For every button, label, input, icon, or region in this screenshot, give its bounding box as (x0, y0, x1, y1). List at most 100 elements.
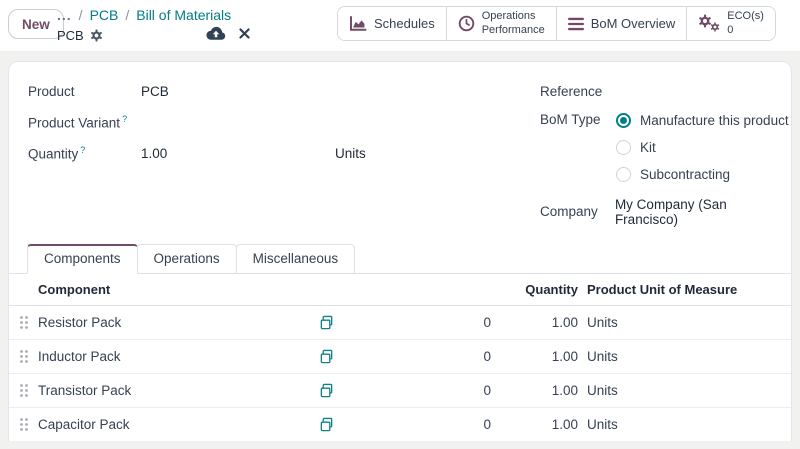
uom-column-header: Product Unit of Measure (587, 282, 738, 297)
reference-row: Reference (540, 76, 791, 107)
bom-overview-button[interactable]: BoM Overview (555, 7, 687, 40)
table-row: Capacitor Pack 0 1.00 Units (9, 408, 791, 441)
forecast-cell: 0 (483, 315, 491, 330)
radio-icon (616, 140, 631, 155)
label-line1: Operations (481, 10, 536, 23)
label-line2: Performance (481, 23, 545, 36)
breadcrumb-ellipsis[interactable]: ... (57, 6, 72, 23)
radio-label: Manufacture this product (640, 113, 789, 128)
company-field[interactable]: My Company (San Francisco) (614, 196, 727, 227)
product-field[interactable]: PCB (141, 84, 169, 99)
gears-icon (698, 14, 720, 33)
breadcrumb-link-pcb[interactable]: PCB (89, 6, 119, 23)
discard-x-icon[interactable] (239, 28, 250, 39)
drag-handle-icon[interactable] (9, 383, 38, 398)
component-name-cell[interactable]: Inductor Pack (38, 349, 121, 364)
quantity-label: Quantity? (28, 145, 141, 162)
product-row: Product PCB (28, 76, 366, 107)
breadcrumb-link-bom[interactable]: Bill of Materials (136, 6, 232, 23)
copy-icon[interactable] (319, 417, 339, 432)
copy-icon[interactable] (319, 349, 339, 364)
drag-handle-icon[interactable] (9, 349, 38, 364)
quantity-column-header: Quantity (525, 282, 578, 297)
save-cloud-icon[interactable] (206, 26, 226, 41)
quantity-cell[interactable]: 1.00 (551, 349, 578, 364)
smart-button-label: Operations Performance (482, 10, 545, 36)
smart-button-label: ECO(s) 0 (727, 10, 764, 36)
bom-type-label: BoM Type (540, 112, 601, 127)
smart-button-label: BoM Overview (590, 16, 676, 31)
radio-kit[interactable]: Kit (616, 134, 789, 161)
component-name-cell[interactable]: Capacitor Pack (38, 417, 130, 432)
uom-cell[interactable]: Units (587, 349, 618, 364)
tab-miscellaneous[interactable]: Miscellaneous (235, 244, 356, 274)
components-table-header: Component Quantity Product Unit of Measu… (9, 274, 791, 306)
smart-button-label: Schedules (374, 16, 435, 31)
forecast-cell: 0 (483, 417, 491, 432)
operations-performance-button[interactable]: Operations Performance (445, 7, 556, 40)
breadcrumb: ... / PCB / Bill of Materials PCB (57, 5, 231, 44)
tab-components[interactable]: Components (27, 244, 138, 274)
quantity-cell[interactable]: 1.00 (551, 315, 578, 330)
radio-manufacture[interactable]: Manufacture this product (616, 107, 789, 134)
radio-subcontracting[interactable]: Subcontracting (616, 161, 789, 188)
reference-label: Reference (540, 84, 603, 99)
quantity-cell[interactable]: 1.00 (551, 417, 578, 432)
record-title-row: PCB (57, 28, 231, 43)
table-row: Transistor Pack 0 1.00 Units (9, 374, 791, 408)
drag-handle-icon[interactable] (9, 417, 38, 432)
company-row: Company My Company (San Francisco) (540, 196, 791, 227)
product-label: Product (28, 84, 75, 99)
radio-label: Subcontracting (640, 167, 731, 182)
tab-operations[interactable]: Operations (136, 244, 237, 274)
new-button[interactable]: New (8, 9, 64, 39)
breadcrumb-separator: / (125, 6, 130, 23)
quantity-cell[interactable]: 1.00 (551, 383, 578, 398)
radio-icon (616, 113, 631, 128)
label-text: Product Variant (28, 115, 121, 131)
component-column-header: Component (38, 282, 111, 297)
bom-form: Product PCB Product Variant? Quantity? (9, 62, 791, 244)
quantity-field[interactable]: 1.00 (141, 146, 168, 161)
radio-icon (616, 167, 631, 182)
quantity-row: Quantity? 1.00 Units (28, 138, 366, 169)
form-right-column: Reference BoM Type Manufacture this prod… (540, 76, 791, 227)
form-left-column: Product PCB Product Variant? Quantity? (28, 76, 366, 169)
smart-button-box: Schedules Operations Performance BoM Ove… (337, 6, 776, 41)
breadcrumb-line: ... / PCB / Bill of Materials (57, 5, 231, 24)
record-name: PCB (57, 28, 84, 43)
notebook-tabs: Components Operations Miscellaneous (9, 244, 791, 274)
copy-icon[interactable] (319, 315, 339, 330)
actions-gear-icon[interactable] (90, 29, 103, 42)
uom-cell[interactable]: Units (587, 417, 618, 432)
label-text: Quantity (28, 146, 79, 162)
clock-icon (458, 15, 475, 32)
area-chart-icon (349, 15, 367, 32)
component-name-cell[interactable]: Resistor Pack (38, 315, 122, 330)
table-row: Resistor Pack 0 1.00 Units (9, 306, 791, 340)
form-sheet: Product PCB Product Variant? Quantity? (8, 61, 792, 441)
breadcrumb-separator: / (78, 6, 83, 23)
control-panel: New ... / PCB / Bill of Materials PCB (0, 0, 800, 52)
uom-cell[interactable]: Units (587, 383, 618, 398)
unsaved-changes-indicator (206, 26, 250, 41)
uom-cell[interactable]: Units (587, 315, 618, 330)
company-label: Company (540, 204, 598, 219)
help-icon: ? (80, 145, 86, 156)
drag-handle-icon[interactable] (9, 315, 38, 330)
product-variant-label: Product Variant? (28, 114, 141, 131)
component-name-cell[interactable]: Transistor Pack (38, 383, 132, 398)
list-icon (567, 17, 584, 31)
label-line2: 0 (727, 23, 734, 36)
forecast-cell: 0 (483, 383, 491, 398)
help-icon: ? (122, 114, 128, 125)
schedules-button[interactable]: Schedules (338, 7, 446, 40)
radio-label: Kit (640, 140, 656, 155)
forecast-cell: 0 (483, 349, 491, 364)
eco-button[interactable]: ECO(s) 0 (686, 7, 775, 40)
label-line1: ECO(s) (727, 10, 764, 23)
bom-type-row: BoM Type Manufacture this product Kit (540, 107, 791, 188)
copy-icon[interactable] (319, 383, 339, 398)
quantity-uom-field: Units (335, 146, 366, 161)
